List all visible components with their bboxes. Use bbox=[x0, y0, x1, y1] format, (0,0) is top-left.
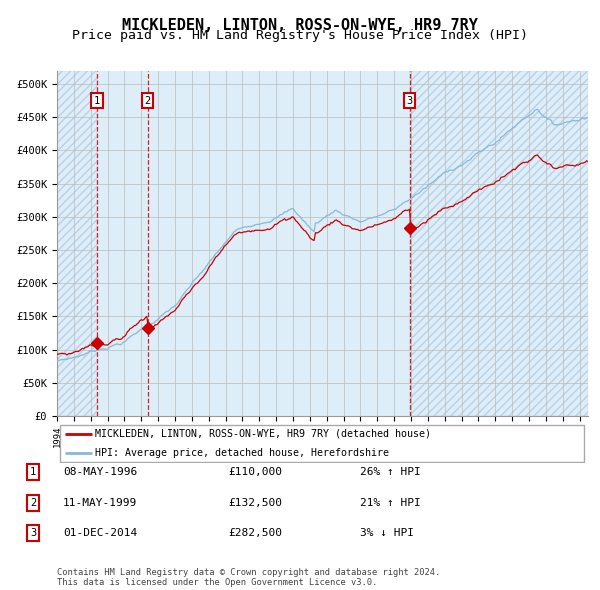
Text: 21% ↑ HPI: 21% ↑ HPI bbox=[360, 498, 421, 507]
Bar bbox=[57, 71, 97, 416]
Bar bbox=[148, 71, 410, 416]
FancyBboxPatch shape bbox=[59, 425, 584, 461]
Text: 1: 1 bbox=[30, 467, 36, 477]
Text: 3: 3 bbox=[30, 529, 36, 538]
Text: 1: 1 bbox=[94, 96, 100, 106]
Text: 26% ↑ HPI: 26% ↑ HPI bbox=[360, 467, 421, 477]
Text: £132,500: £132,500 bbox=[228, 498, 282, 507]
Text: Price paid vs. HM Land Registry's House Price Index (HPI): Price paid vs. HM Land Registry's House … bbox=[72, 30, 528, 42]
Text: £282,500: £282,500 bbox=[228, 529, 282, 538]
Text: MICKLEDEN, LINTON, ROSS-ON-WYE, HR9 7RY (detached house): MICKLEDEN, LINTON, ROSS-ON-WYE, HR9 7RY … bbox=[95, 429, 431, 439]
Text: 08-MAY-1996: 08-MAY-1996 bbox=[63, 467, 137, 477]
Text: 3: 3 bbox=[407, 96, 413, 106]
Text: 2: 2 bbox=[145, 96, 151, 106]
Text: HPI: Average price, detached house, Herefordshire: HPI: Average price, detached house, Here… bbox=[95, 448, 389, 458]
Text: MICKLEDEN, LINTON, ROSS-ON-WYE, HR9 7RY: MICKLEDEN, LINTON, ROSS-ON-WYE, HR9 7RY bbox=[122, 18, 478, 32]
Text: 01-DEC-2014: 01-DEC-2014 bbox=[63, 529, 137, 538]
Text: 11-MAY-1999: 11-MAY-1999 bbox=[63, 498, 137, 507]
Text: £110,000: £110,000 bbox=[228, 467, 282, 477]
Bar bbox=[410, 71, 588, 416]
Text: 3% ↓ HPI: 3% ↓ HPI bbox=[360, 529, 414, 538]
Bar bbox=[57, 71, 97, 416]
Text: 2: 2 bbox=[30, 498, 36, 507]
Bar bbox=[97, 71, 148, 416]
Text: Contains HM Land Registry data © Crown copyright and database right 2024.
This d: Contains HM Land Registry data © Crown c… bbox=[57, 568, 440, 587]
Bar bbox=[410, 71, 588, 416]
